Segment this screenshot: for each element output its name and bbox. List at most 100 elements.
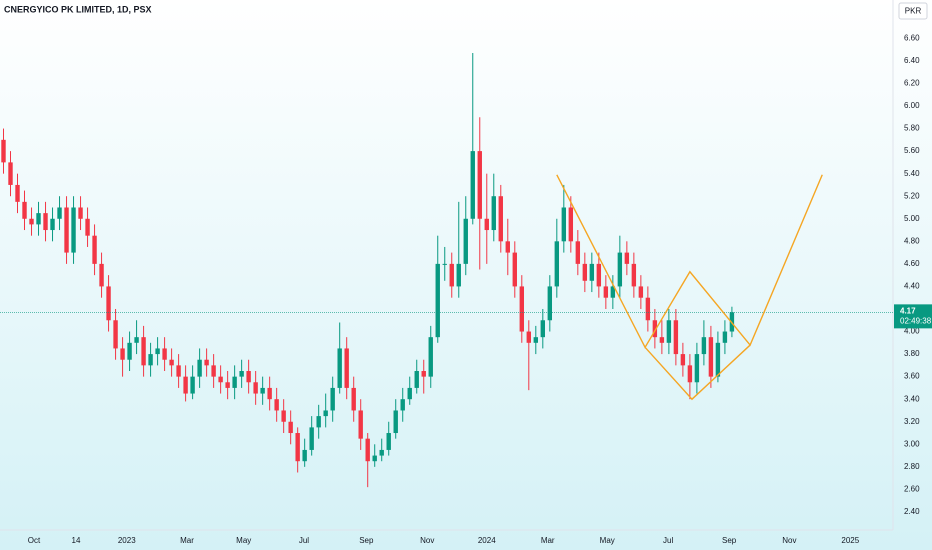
candle-body xyxy=(589,263,595,281)
y-tick-label: 4.80 xyxy=(904,236,920,245)
candle-body xyxy=(701,337,707,355)
candle-body xyxy=(78,207,83,219)
candle-body xyxy=(673,320,679,355)
x-tick-label: Mar xyxy=(541,536,555,545)
candle-body xyxy=(393,410,398,434)
candle-body xyxy=(659,337,665,343)
candle-body xyxy=(498,196,503,242)
x-tick-label: May xyxy=(600,536,615,545)
y-tick-label: 2.40 xyxy=(904,507,920,516)
y-tick-label: 6.20 xyxy=(904,79,920,88)
candle-body xyxy=(323,410,328,417)
y-tick-label: 5.60 xyxy=(904,146,920,155)
candle-body xyxy=(694,354,700,383)
candle-body xyxy=(190,376,195,394)
candle-body xyxy=(232,376,237,388)
candle-body xyxy=(463,218,468,264)
candle-body xyxy=(631,263,637,287)
candle-body xyxy=(372,455,377,462)
candle-body xyxy=(120,348,125,360)
candle-body xyxy=(197,359,202,377)
y-tick-label: 4.60 xyxy=(904,259,920,268)
candle-body xyxy=(92,235,97,264)
candle-body xyxy=(715,342,721,377)
candle-body xyxy=(722,331,728,343)
y-tick-label: 3.40 xyxy=(904,394,920,403)
candle-body xyxy=(596,263,602,287)
x-tick-label: Jul xyxy=(663,536,673,545)
x-tick-label: 14 xyxy=(72,536,81,545)
candle-body xyxy=(15,184,20,202)
candle-body xyxy=(680,354,686,366)
candle-body xyxy=(456,263,461,287)
candle-body xyxy=(540,320,546,338)
pattern-drawing xyxy=(556,174,823,349)
candle-body xyxy=(85,218,90,236)
candle-body xyxy=(169,359,174,366)
candle-body xyxy=(253,382,258,394)
candle-body xyxy=(687,365,693,383)
pattern-drawing xyxy=(644,344,751,401)
candle-body xyxy=(428,337,433,377)
candle-body xyxy=(155,348,160,355)
candle-body xyxy=(36,213,41,225)
candle-body xyxy=(295,433,300,462)
candle-body xyxy=(211,365,216,377)
candle-body xyxy=(57,207,62,219)
candle-body xyxy=(491,196,496,231)
candle-body xyxy=(281,410,286,422)
candle-body xyxy=(274,399,279,411)
candle-body xyxy=(414,371,419,388)
candle-body xyxy=(666,320,672,343)
candle-body xyxy=(302,449,307,462)
y-tick-label: 2.80 xyxy=(904,462,920,471)
candle-body xyxy=(246,371,251,383)
currency[interactable]: PKR xyxy=(905,7,922,16)
candle-body xyxy=(652,320,658,338)
currency-button[interactable] xyxy=(898,2,928,20)
x-tick-label: Jul xyxy=(299,536,309,545)
candle-body xyxy=(386,433,391,450)
candle-body xyxy=(708,337,714,377)
y-tick-label: 3.80 xyxy=(904,349,920,358)
candle-body xyxy=(316,416,321,428)
x-tick-label: Sep xyxy=(359,536,374,545)
x-tick-label: Sep xyxy=(722,536,737,545)
y-tick-label: 6.40 xyxy=(904,56,920,65)
candle-body xyxy=(526,331,531,343)
candle-body xyxy=(106,286,111,321)
candle-body xyxy=(288,421,293,434)
candle-body xyxy=(442,263,447,265)
candle-body xyxy=(603,286,609,298)
candle-body xyxy=(22,201,27,219)
candle-body xyxy=(512,252,517,287)
candle-body xyxy=(330,387,335,411)
y-tick-label: 3.60 xyxy=(904,372,920,381)
candle-body xyxy=(8,162,13,185)
candle-body xyxy=(470,151,475,219)
y-tick-label: 6.60 xyxy=(904,33,920,42)
candle-body xyxy=(218,376,223,383)
candle-body xyxy=(50,218,55,231)
x-tick-label: Nov xyxy=(782,536,796,545)
candle-body xyxy=(582,263,588,281)
candle-body xyxy=(71,207,76,253)
candle-body xyxy=(435,263,440,338)
y-tick-label: 5.40 xyxy=(904,169,920,178)
candle-body xyxy=(351,387,356,411)
candle-body xyxy=(99,263,104,287)
y-tick-label: 2.60 xyxy=(904,485,920,494)
x-tick-label: Nov xyxy=(420,536,434,545)
y-tick-label: 4.40 xyxy=(904,282,920,291)
candle-body xyxy=(421,371,426,377)
candle-body xyxy=(561,207,567,242)
candle-body xyxy=(449,263,454,287)
y-tick-label: 5.00 xyxy=(904,214,920,223)
candle-body xyxy=(162,348,167,360)
candle-body xyxy=(568,207,574,242)
y-tick-label: 3.00 xyxy=(904,439,920,448)
candle-body xyxy=(624,252,630,264)
candle-body xyxy=(344,348,349,388)
candle-body xyxy=(309,427,314,450)
candle-body xyxy=(547,286,553,321)
